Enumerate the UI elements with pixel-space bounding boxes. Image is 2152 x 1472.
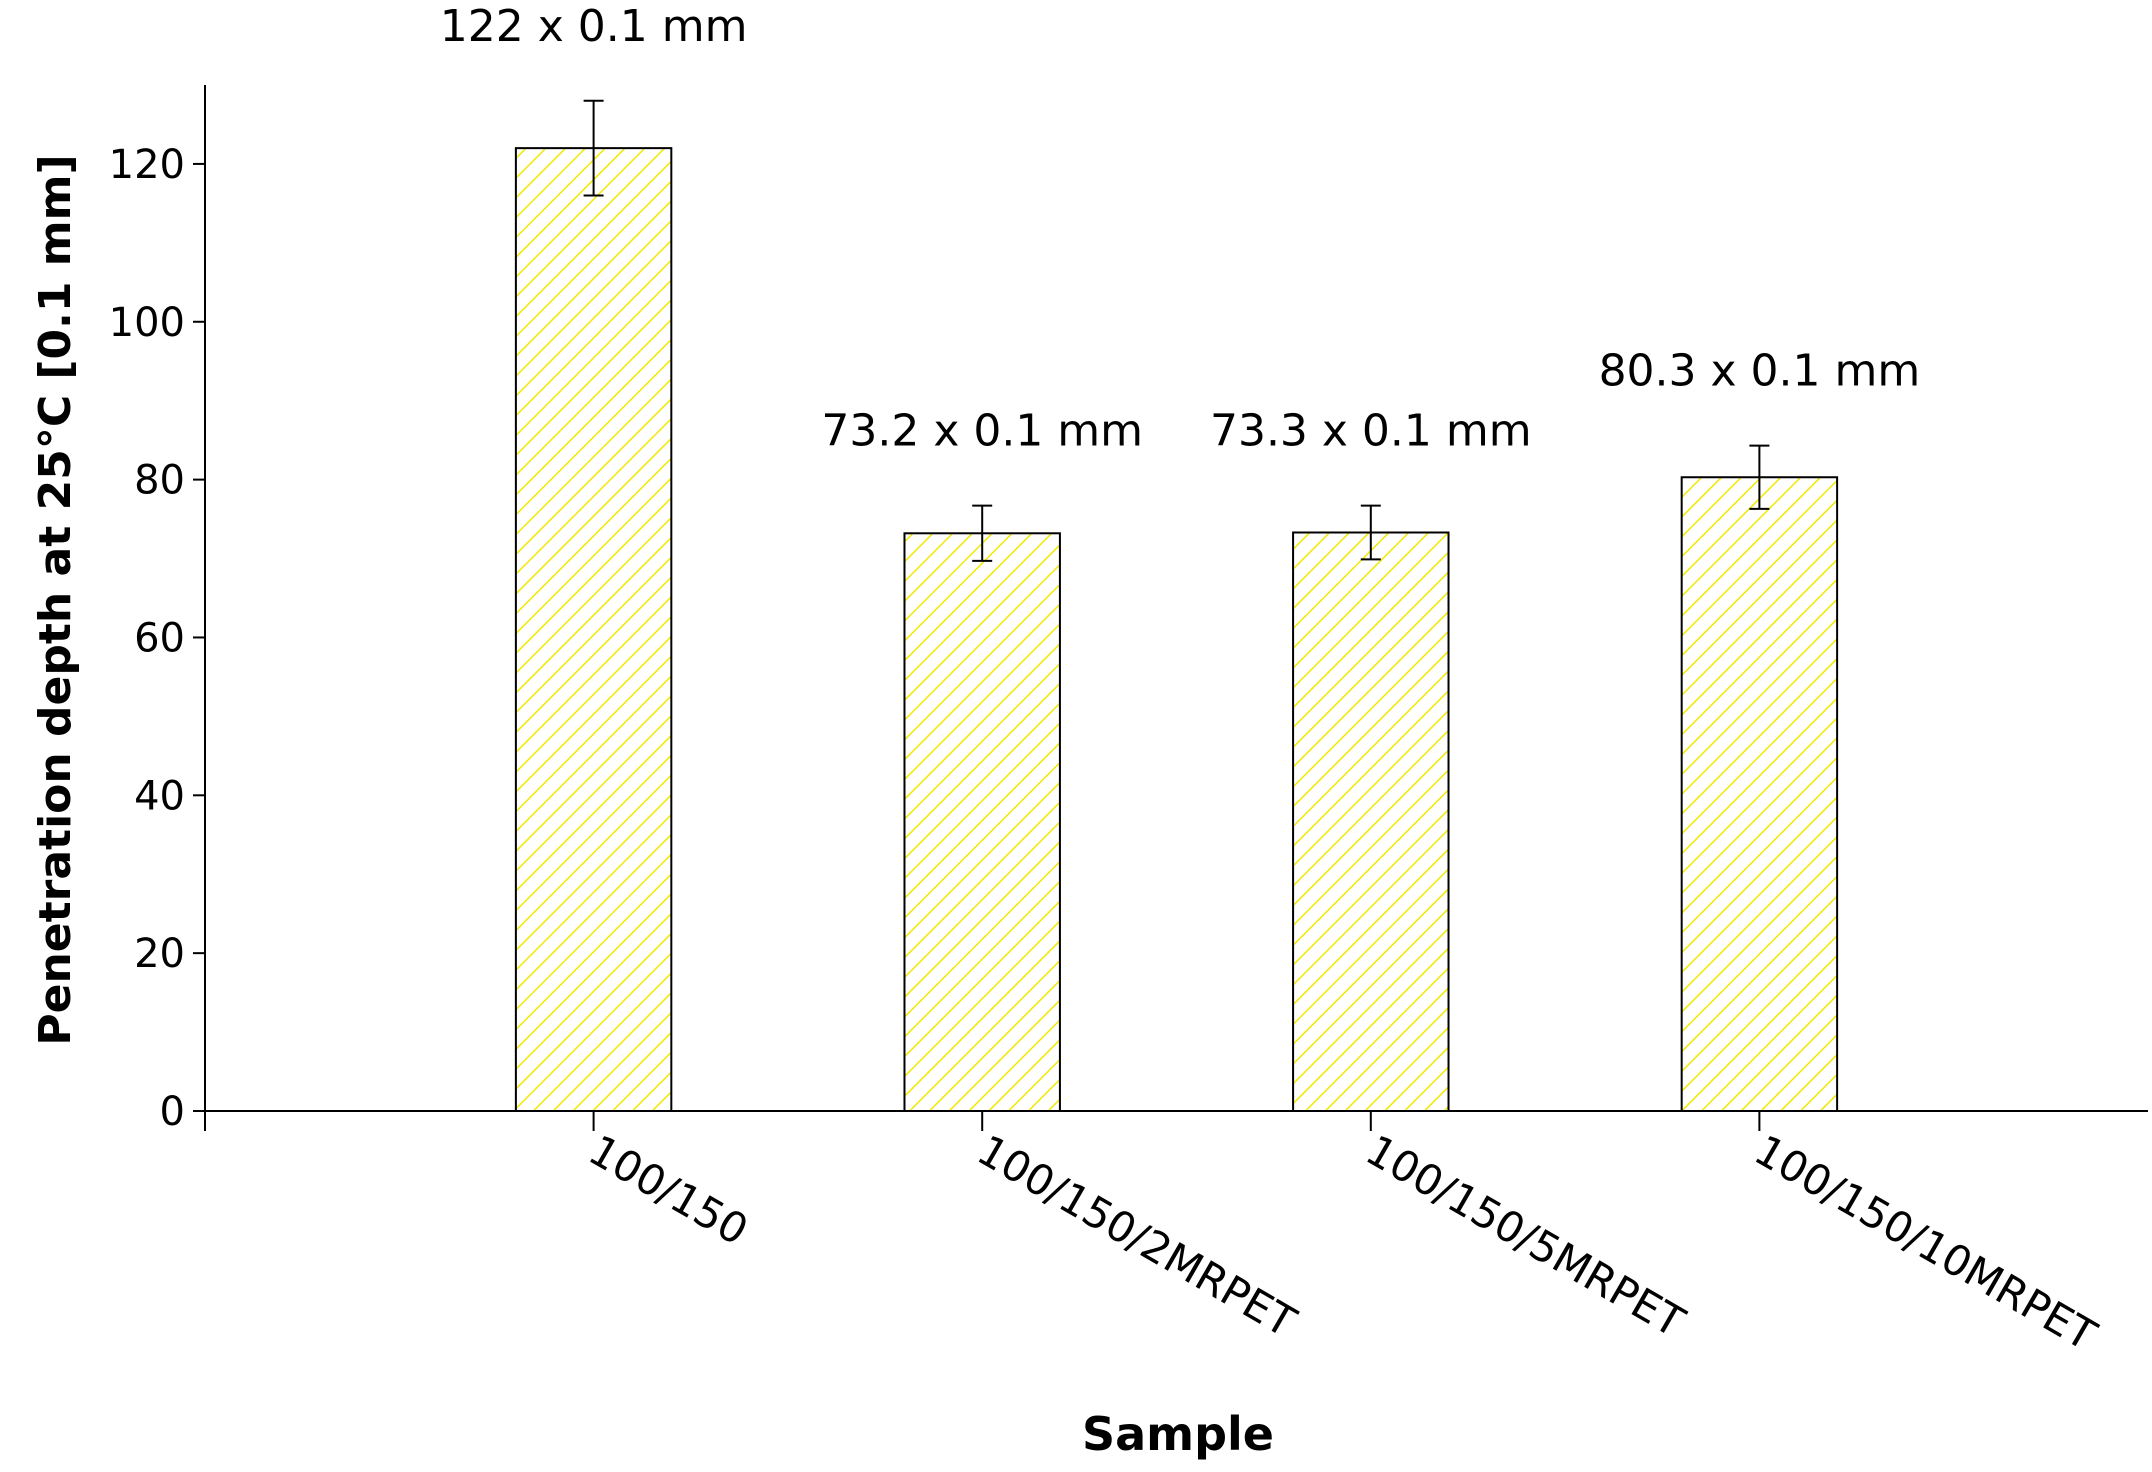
x-tick-label: 100/150/5MRPET bbox=[1358, 1125, 1693, 1347]
error-bar bbox=[1749, 444, 1770, 510]
value-label: 73.2 x 0.1 mm bbox=[821, 406, 1143, 457]
bar bbox=[903, 532, 1061, 1112]
value-label: 80.3 x 0.1 mm bbox=[1599, 346, 1921, 397]
value-label: 122 x 0.1 mm bbox=[440, 1, 748, 52]
x-tick-label: 100/150 bbox=[581, 1125, 757, 1255]
y-tick-label: 0 bbox=[160, 1089, 185, 1135]
y-tick-label: 120 bbox=[109, 142, 185, 188]
y-tick-label: 40 bbox=[134, 773, 185, 819]
value-label: 73.3 x 0.1 mm bbox=[1210, 406, 1532, 457]
x-tick-label: 100/150/10MRPET bbox=[1746, 1125, 2104, 1360]
bar bbox=[1292, 531, 1450, 1112]
error-bar bbox=[1360, 504, 1381, 561]
x-axis-title: Sample bbox=[1082, 1407, 1274, 1461]
error-bar bbox=[583, 99, 604, 197]
y-tick-label: 60 bbox=[134, 615, 185, 661]
x-tick-label: 100/150/2MRPET bbox=[969, 1125, 1304, 1347]
y-axis-title: Penetration depth at 25°C [0.1 mm] bbox=[30, 154, 81, 1045]
error-bar bbox=[972, 504, 993, 562]
bar bbox=[1680, 476, 1839, 1112]
y-tick-label: 80 bbox=[134, 458, 185, 504]
y-tick-label: 20 bbox=[134, 931, 185, 977]
y-tick-label: 100 bbox=[109, 300, 185, 346]
bar bbox=[514, 147, 673, 1112]
